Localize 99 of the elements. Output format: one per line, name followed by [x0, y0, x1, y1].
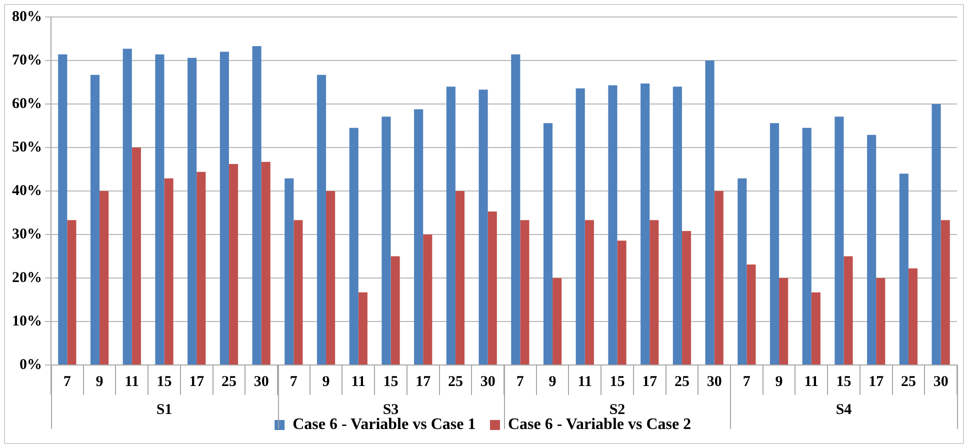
x-tick-label: 25	[221, 374, 236, 390]
bar	[811, 292, 820, 364]
x-tick-label: 15	[383, 374, 398, 390]
y-tick-label: 70%	[12, 52, 42, 68]
x-tick-label: 9	[548, 374, 556, 390]
y-tick-label: 20%	[12, 270, 42, 286]
x-tick-label: 7	[742, 374, 751, 390]
bar	[876, 278, 886, 364]
bar	[770, 123, 780, 364]
bar	[349, 128, 358, 364]
x-tick-label: 17	[868, 374, 884, 390]
text: S4	[836, 402, 852, 418]
bar	[155, 54, 164, 364]
bar	[132, 148, 141, 364]
bar	[608, 85, 618, 364]
x-tick-label: 17	[416, 374, 432, 390]
bar	[478, 90, 488, 364]
legend-label: Case 6 - Variable vs Case 1	[292, 416, 476, 434]
bar	[650, 220, 659, 364]
bar	[746, 264, 756, 364]
bar	[640, 84, 650, 364]
text: S2	[609, 402, 626, 418]
bar	[228, 164, 238, 364]
y-tick-label: 40%	[12, 182, 42, 199]
text: S3	[382, 402, 399, 418]
bar	[390, 256, 400, 364]
bar	[520, 220, 530, 364]
x-tick-label: 9	[775, 374, 783, 390]
bar	[294, 220, 303, 364]
bar	[284, 178, 294, 364]
bar	[940, 220, 950, 364]
x-tick-label: 30	[706, 374, 722, 390]
bar	[584, 220, 594, 364]
x-tick-label: 15	[156, 374, 172, 390]
bar	[779, 278, 788, 364]
x-tick-label: 11	[351, 374, 366, 390]
y-tick-label: 80%	[12, 8, 42, 25]
bar	[899, 174, 908, 364]
text: S1	[156, 402, 172, 418]
bar	[446, 86, 456, 364]
x-tick-label: 17	[189, 374, 205, 390]
y-tick-label: 60%	[12, 96, 42, 112]
bar	[844, 256, 853, 364]
bar	[576, 88, 585, 364]
x-tick-label: 25	[900, 374, 916, 390]
x-tick-label: 25	[674, 374, 690, 390]
bar	[488, 211, 497, 364]
bar	[122, 48, 132, 364]
bar	[382, 116, 391, 364]
x-tick-label: 11	[804, 374, 818, 390]
x-tick-label: 7	[516, 374, 524, 390]
bar	[196, 172, 206, 364]
y-tick-label: 0%	[20, 356, 42, 373]
bar	[261, 162, 270, 364]
x-tick-label: 15	[610, 374, 625, 390]
x-tick-label: 9	[96, 374, 104, 390]
bar	[358, 292, 368, 364]
x-tick-label: 11	[124, 374, 139, 390]
bar	[738, 178, 747, 364]
bar	[188, 58, 197, 364]
y-tick-label: 30%	[12, 226, 42, 242]
bar	[67, 220, 76, 364]
bar	[834, 116, 844, 364]
x-tick-label: 17	[642, 374, 658, 390]
bar	[682, 231, 692, 364]
x-tick-label: 30	[254, 374, 269, 390]
bar	[316, 74, 326, 364]
bar	[617, 240, 626, 364]
bar	[423, 234, 432, 364]
x-tick-label: 7	[290, 374, 298, 390]
x-tick-label: 11	[578, 374, 592, 390]
bar	[58, 54, 68, 364]
x-tick-label: 15	[836, 374, 852, 390]
bar	[802, 128, 812, 364]
bar	[714, 191, 724, 364]
bar	[90, 74, 100, 364]
bar	[220, 52, 229, 364]
bar	[252, 46, 262, 364]
x-tick-label: 30	[480, 374, 496, 390]
x-tick-label: 25	[448, 374, 463, 390]
bar	[164, 178, 174, 364]
legend-label: Case 6 - Variable vs Case 2	[508, 416, 692, 434]
bar	[511, 54, 520, 364]
bar	[932, 104, 941, 364]
bar	[455, 191, 465, 364]
x-tick-label: 7	[63, 374, 72, 390]
bar	[552, 278, 562, 364]
x-tick-label: 30	[933, 374, 948, 390]
bar	[908, 268, 918, 364]
bar	[672, 86, 682, 364]
bar	[867, 134, 876, 364]
bar	[705, 60, 714, 364]
bar	[326, 191, 336, 364]
x-tick-label: 9	[322, 374, 330, 390]
y-tick-label: 10%	[12, 313, 42, 330]
bar	[414, 109, 424, 364]
y-tick-label: 50%	[12, 139, 42, 156]
bar	[100, 191, 109, 364]
bar	[543, 123, 553, 364]
